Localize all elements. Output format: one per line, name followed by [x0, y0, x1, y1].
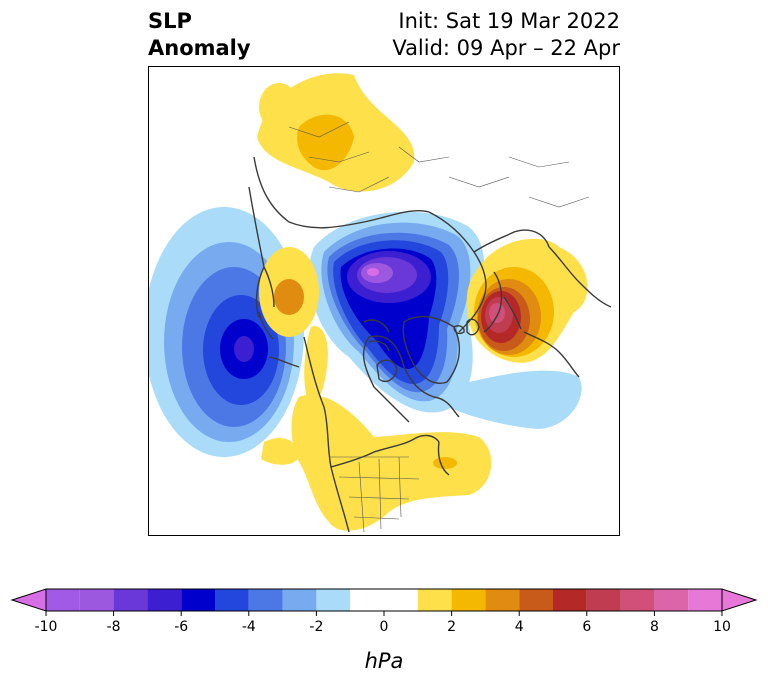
- colorbar-bin: [586, 589, 621, 611]
- borders: [288, 121, 590, 533]
- anomaly-contours: [149, 73, 588, 531]
- colorbar: -10 -8 -6 -4 -2 0 2 4 6 8 10 hPa: [10, 588, 758, 673]
- title-line-2: Anomaly: [148, 36, 251, 60]
- colorbar-bin: [350, 589, 418, 611]
- colorbar-bin: [113, 589, 148, 611]
- colorbar-bin: [215, 589, 249, 611]
- colorbar-tick-label: -6: [174, 619, 188, 635]
- colorbar-tick-label: 2: [447, 619, 456, 635]
- arctic-archipelago-coastline: [363, 319, 390, 352]
- colorbar-bin: [688, 589, 722, 611]
- eurasia-high-contour-3: [259, 83, 299, 131]
- bering-high-contour-2: [274, 279, 304, 315]
- valid-range: Valid: 09 Apr – 22 Apr: [392, 36, 620, 60]
- colorbar-tick-label: 10: [713, 619, 731, 635]
- pacific-low-contour-6: [234, 336, 254, 362]
- colorbar-bin: [654, 589, 689, 611]
- colorbar-tick-label: -10: [35, 619, 58, 635]
- coastlines: [248, 156, 612, 533]
- colorbar-bins: [46, 589, 722, 611]
- colorbar-ticks: -10 -8 -6 -4 -2 0 2 4 6 8 10: [35, 611, 731, 635]
- colorbar-units: hPa: [365, 649, 404, 673]
- colorbar-tick-label: 4: [515, 619, 524, 635]
- colorbar-tick-label: -8: [107, 619, 121, 635]
- colorbar-bin: [181, 589, 215, 611]
- title-line-1: SLP: [148, 9, 192, 33]
- eurasia-coastline: [253, 156, 612, 333]
- north-america-high-contour-3: [261, 437, 299, 465]
- arctic-low-contour-9: [367, 268, 379, 276]
- init-date: Init: Sat 19 Mar 2022: [398, 9, 620, 33]
- hudson-bay-coastline: [376, 359, 398, 383]
- colorbar-bin: [553, 589, 587, 611]
- north-america-high-contour-2: [433, 457, 457, 469]
- scandinavia-coastline: [483, 271, 522, 333]
- colorbar-tick-label: 8: [650, 619, 659, 635]
- colorbar-high-extension: [721, 588, 758, 612]
- colorbar-bin: [79, 589, 114, 611]
- country-borders: [288, 121, 590, 533]
- anomaly-map-svg: [149, 73, 612, 533]
- greenland-coastline: [402, 315, 461, 384]
- colorbar-tick-label: 6: [582, 619, 591, 635]
- forecast-dates: Init: Sat 19 Mar 2022 Valid: 09 Apr – 22…: [392, 8, 620, 62]
- map-title: SLP Anomaly: [148, 8, 251, 62]
- north-america-coastline: [303, 335, 460, 533]
- rockies-high-contour: [304, 326, 328, 403]
- anomaly-map: [148, 66, 620, 536]
- colorbar-tick-label: -2: [309, 619, 323, 635]
- colorbar-bin: [282, 589, 317, 611]
- colorbar-bin: [451, 589, 486, 611]
- colorbar-bin: [316, 589, 351, 611]
- colorbar-low-extension: [10, 588, 47, 612]
- aleutian-islands: [268, 356, 300, 368]
- eurasia-high-contour-2: [297, 114, 354, 171]
- colorbar-bin: [46, 589, 80, 611]
- iceland-coastline: [453, 325, 465, 335]
- colorbar-bin: [620, 589, 655, 611]
- british-isles-coastline: [466, 318, 480, 336]
- asia-east-coastline: [248, 186, 265, 318]
- atlantic-trough-contour: [449, 370, 582, 429]
- mediterranean-coastline: [523, 331, 580, 378]
- colorbar-tick-label: -4: [242, 619, 256, 635]
- colorbar-bin: [417, 589, 452, 611]
- colorbar-bin: [519, 589, 553, 611]
- europe-high-contour-7: [489, 303, 505, 323]
- north-america-high-contour-1: [291, 394, 492, 531]
- colorbar-bin: [147, 589, 182, 611]
- colorbar-bin: [248, 589, 283, 611]
- colorbar-bin: [485, 589, 520, 611]
- colorbar-tick-label: 0: [380, 619, 389, 635]
- japan-coastline: [258, 266, 275, 340]
